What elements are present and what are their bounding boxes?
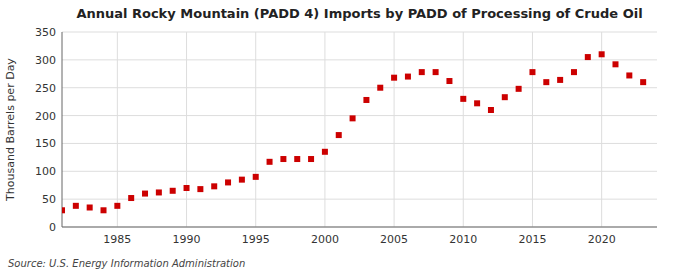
x-tick-label: 2020 bbox=[588, 233, 616, 246]
point bbox=[502, 94, 508, 100]
grid-line bbox=[255, 32, 256, 227]
point bbox=[170, 188, 176, 194]
point bbox=[156, 189, 162, 195]
grid-line bbox=[62, 59, 657, 60]
point bbox=[253, 174, 259, 180]
point bbox=[197, 186, 203, 192]
point bbox=[516, 86, 522, 92]
x-tick-label: 2000 bbox=[311, 233, 339, 246]
grid-line bbox=[62, 32, 657, 33]
point bbox=[391, 75, 397, 81]
point bbox=[280, 156, 286, 162]
point bbox=[322, 149, 328, 155]
point bbox=[640, 79, 646, 85]
x-tick-label: 1990 bbox=[173, 233, 201, 246]
grid-line bbox=[394, 32, 395, 227]
point bbox=[529, 69, 535, 75]
point bbox=[585, 54, 591, 60]
grid-line bbox=[62, 171, 657, 172]
point bbox=[267, 159, 273, 165]
grid-line bbox=[62, 199, 657, 200]
point bbox=[101, 207, 107, 213]
grid-line bbox=[62, 115, 657, 116]
title: Annual Rocky Mountain (PADD 4) Imports b… bbox=[76, 6, 642, 21]
grid-line bbox=[601, 32, 602, 227]
grid-line bbox=[62, 143, 657, 144]
y-tick-label: 50 bbox=[42, 193, 56, 206]
point bbox=[474, 100, 480, 106]
point bbox=[405, 74, 411, 80]
y-tick-label: 350 bbox=[35, 26, 56, 39]
point bbox=[128, 195, 134, 201]
point bbox=[239, 177, 245, 183]
grid-line bbox=[532, 32, 533, 227]
x-tick-label: 2010 bbox=[449, 233, 477, 246]
point bbox=[142, 191, 148, 197]
grid-line bbox=[463, 32, 464, 227]
source-note: Source: U.S. Energy Information Administ… bbox=[8, 258, 245, 269]
point bbox=[626, 72, 632, 78]
x-tick-label: 2005 bbox=[380, 233, 408, 246]
y-tick-label: 100 bbox=[35, 165, 56, 178]
point bbox=[543, 79, 549, 85]
y-tick-label: 0 bbox=[49, 221, 56, 234]
grid-line bbox=[62, 87, 657, 88]
y-tick-label: 150 bbox=[35, 137, 56, 150]
point bbox=[225, 179, 231, 185]
x-tick-label: 2015 bbox=[518, 233, 546, 246]
points bbox=[62, 51, 646, 213]
point bbox=[446, 78, 452, 84]
point bbox=[571, 69, 577, 75]
point bbox=[419, 69, 425, 75]
grid-line bbox=[324, 32, 325, 227]
point bbox=[87, 205, 93, 211]
chart: Annual Rocky Mountain (PADD 4) Imports b… bbox=[0, 0, 675, 275]
point bbox=[612, 61, 618, 67]
point bbox=[599, 51, 605, 57]
x-tick-label: 1985 bbox=[103, 233, 131, 246]
point bbox=[62, 207, 65, 213]
grid-line bbox=[62, 227, 657, 228]
point bbox=[460, 96, 466, 102]
point bbox=[557, 77, 563, 83]
y-tick-label: 250 bbox=[35, 82, 56, 95]
y-axis bbox=[62, 32, 63, 227]
point bbox=[377, 85, 383, 91]
grid bbox=[62, 32, 657, 227]
point bbox=[350, 115, 356, 121]
point bbox=[363, 97, 369, 103]
point bbox=[308, 156, 314, 162]
point bbox=[336, 132, 342, 138]
point bbox=[114, 203, 120, 209]
y-tick-label: 200 bbox=[35, 110, 56, 123]
y-tick-label: 300 bbox=[35, 54, 56, 67]
point bbox=[433, 69, 439, 75]
point bbox=[488, 107, 494, 113]
grid-line bbox=[186, 32, 187, 227]
x-tick-label: 1995 bbox=[242, 233, 270, 246]
x-axis bbox=[62, 227, 657, 228]
point bbox=[184, 185, 190, 191]
y-axis-label: Thousand Barrels per Day bbox=[4, 58, 17, 202]
point bbox=[73, 203, 79, 209]
point bbox=[211, 183, 217, 189]
point bbox=[294, 156, 300, 162]
grid-line bbox=[117, 32, 118, 227]
